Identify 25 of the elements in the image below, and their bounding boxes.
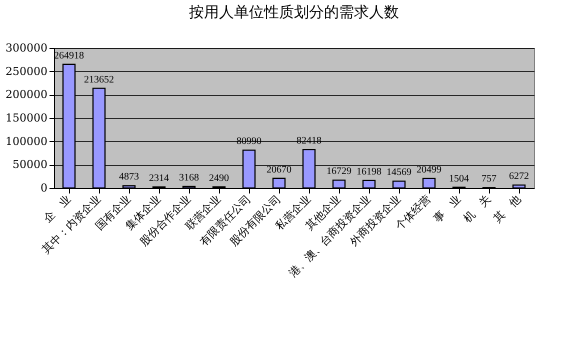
data-label: 20670 xyxy=(266,164,292,176)
data-label: 6272 xyxy=(509,171,529,182)
x-tick-label: 事 业 xyxy=(430,192,464,226)
data-label: 264918 xyxy=(54,50,84,62)
y-tick-label: 50000 xyxy=(12,158,48,172)
data-label: 2490 xyxy=(209,172,229,184)
data-label: 1504 xyxy=(449,173,469,184)
data-label: 16198 xyxy=(356,166,382,178)
data-label: 757 xyxy=(482,174,496,185)
data-label: 2314 xyxy=(149,172,169,184)
chart-title: 按用人单位性质划分的需求人数 xyxy=(189,3,399,21)
y-tick-label: 300000 xyxy=(6,42,48,54)
data-label: 16729 xyxy=(326,166,352,178)
x-tick-label: 其 他 xyxy=(490,192,524,226)
data-label: 20499 xyxy=(416,164,442,176)
data-label: 213652 xyxy=(84,74,114,86)
y-tick-label: 250000 xyxy=(6,64,48,78)
data-label: 3168 xyxy=(179,172,199,184)
data-label: 4873 xyxy=(119,172,139,183)
data-label: 14569 xyxy=(386,167,412,178)
y-tick-label: 0 xyxy=(40,182,48,194)
x-tick-label: 机 关 xyxy=(460,192,494,226)
y-tick-label: 150000 xyxy=(6,112,48,124)
y-tick-label: 100000 xyxy=(6,134,48,148)
y-tick-label: 200000 xyxy=(6,88,48,102)
